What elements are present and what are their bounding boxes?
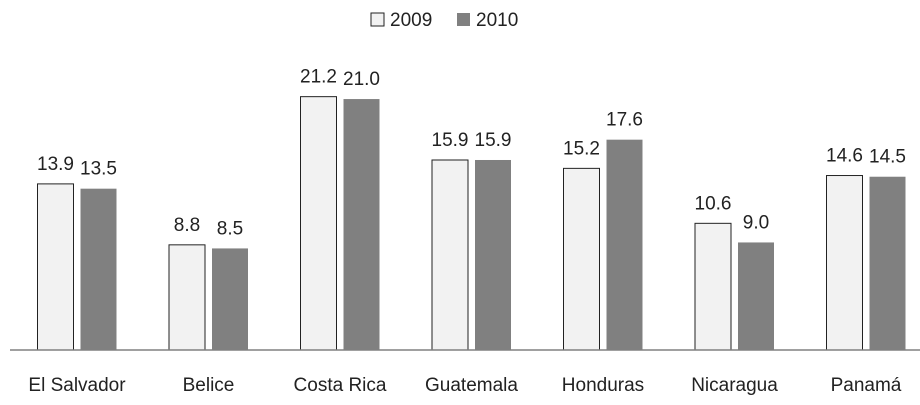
bar-2010-4	[606, 139, 643, 350]
category-label-0: El Salvador	[28, 375, 126, 396]
category-label-6: Panamá	[831, 375, 902, 396]
category-label-2: Costa Rica	[294, 375, 387, 396]
legend-swatch-2009	[370, 12, 385, 27]
category-label-4: Honduras	[562, 375, 644, 396]
bar-2010-0	[80, 188, 117, 350]
data-label-2010-5: 9.0	[743, 212, 769, 233]
legend-swatch-2010	[457, 13, 470, 26]
bar-2010-1	[212, 248, 248, 350]
bar-2010-2	[343, 99, 380, 350]
data-label-2009-1: 8.8	[174, 215, 200, 236]
bar-2009-4	[563, 167, 600, 351]
bar-2009-3	[431, 159, 469, 351]
data-label-2010-2: 21.0	[343, 69, 380, 90]
category-label-1: Belice	[183, 375, 235, 396]
bar-2009-5	[694, 222, 732, 351]
data-label-2010-3: 15.9	[475, 130, 512, 151]
data-label-2010-0: 13.5	[80, 159, 117, 180]
data-label-2010-6: 14.5	[869, 147, 906, 168]
data-labels: 13.9 13.5 8.8 8.5 21.2 21.0 15.9 15.9 15.2 17.6 10…	[37, 67, 906, 240]
bar-2010-5	[738, 242, 774, 350]
bar-2009-0	[37, 183, 74, 351]
legend: 2009 2010	[370, 10, 518, 31]
category-label-5: Nicaragua	[691, 375, 778, 396]
bar-2009-1	[168, 244, 206, 351]
data-label-2009-6: 14.6	[826, 146, 863, 167]
data-label-2009-4: 15.2	[563, 138, 600, 159]
bar-2009-2	[300, 96, 337, 351]
data-label-2009-5: 10.6	[695, 193, 732, 214]
data-label-2010-4: 17.6	[606, 110, 643, 131]
legend-label-2010: 2010	[476, 10, 518, 31]
bar-2010-3	[475, 159, 511, 350]
bars	[37, 96, 906, 351]
data-label-2009-3: 15.9	[432, 130, 469, 151]
category-labels: El Salvador Belice Costa Rica Guatemala Hond…	[28, 375, 901, 396]
legend-label-2009: 2009	[390, 10, 432, 31]
data-label-2009-2: 21.2	[300, 67, 337, 88]
data-label-2010-1: 8.5	[217, 218, 243, 239]
bar-2010-6	[869, 176, 906, 350]
data-label-2009-0: 13.9	[37, 154, 74, 175]
category-label-3: Guatemala	[425, 375, 518, 396]
bar-2009-6	[826, 175, 863, 351]
